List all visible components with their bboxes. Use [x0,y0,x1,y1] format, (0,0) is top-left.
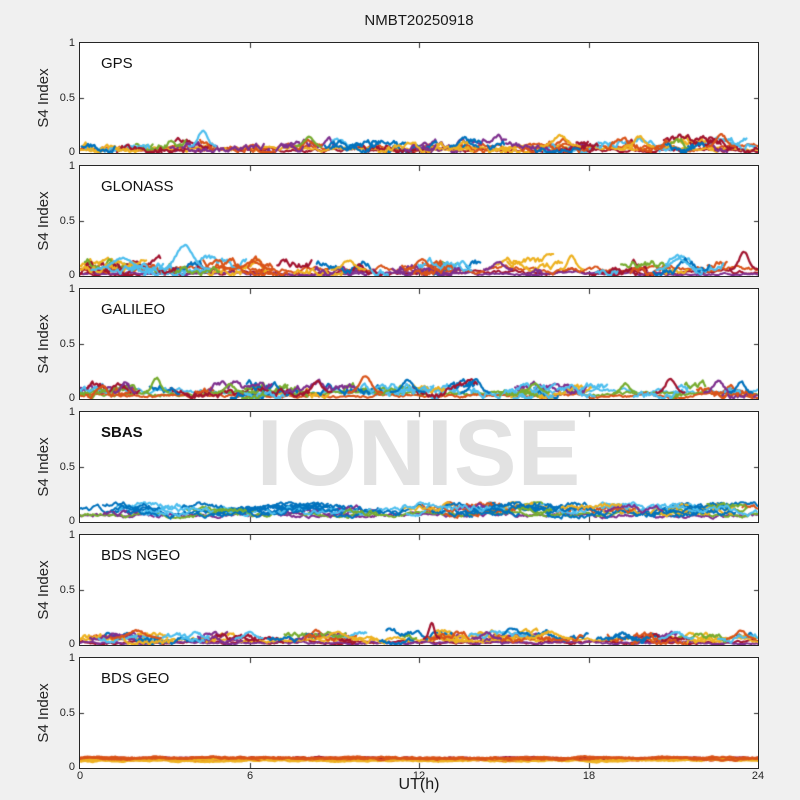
panel-label-galileo: GALILEO [101,301,166,318]
x-tick-label: 12 [412,770,426,782]
panel-sbas: IONISE S4 Index 1 0.5 0 SBAS [35,405,759,527]
panel-glonass: S4 Index 1 0.5 0 GLONASS [35,160,759,281]
gps-plot-canvas [80,43,758,153]
x-tick-label: 0 [76,770,84,782]
y-tick-label: 0.5 [59,92,75,104]
panel-label-gps: GPS [101,55,133,72]
y-tick-label: 0.5 [59,584,75,596]
panel-gps: S4 Index 1 0.5 0 GPS [35,37,759,158]
y-tick-label: 1 [68,529,75,541]
x-tick-label: 24 [751,770,765,782]
panel-label-glonass: GLONASS [101,178,174,195]
galileo-plot-canvas [80,289,758,399]
y-tick-label: 0 [68,638,75,650]
panel-label-bds-geo: BDS GEO [101,670,170,687]
y-tick-label: 0 [68,146,75,158]
y-tick-label: 0 [68,761,75,773]
y-tick-label: 1 [68,160,75,172]
y-tick-label: 1 [68,283,75,295]
glonass-plot-canvas [80,166,758,276]
figure-title: NMBT20250918 [364,12,474,29]
y-tick-label: 1 [68,652,75,664]
panel-bds-geo: S4 Index 1 0.5 0 BDS GEO [35,652,759,773]
panel-label-bds-ngeo: BDS NGEO [101,547,181,564]
panel-bds-ngeo: S4 Index 1 0.5 0 BDS NGEO [35,529,759,650]
y-tick-label: 1 [68,406,75,418]
y-tick-label: 0.5 [59,707,75,719]
panel-galileo: S4 Index 1 0.5 0 GALILEO [35,283,759,404]
bds-ngeo-plot-canvas [80,535,758,645]
y-tick-label: 0.5 [59,461,75,473]
panel-label-sbas: SBAS [101,424,143,441]
x-tick-label: 6 [246,770,254,782]
y-tick-label: 0 [68,515,75,527]
x-axis-label: UT(h) [398,776,440,793]
y-tick-label: 0.5 [59,215,75,227]
y-tick-label: 0 [68,392,75,404]
y-tick-label: 0 [68,269,75,281]
y-tick-label: 1 [68,37,75,49]
sbas-plot-canvas [80,412,758,522]
y-tick-label: 0.5 [59,338,75,350]
x-tick-label: 18 [582,770,596,782]
bds-geo-plot-canvas [80,658,758,768]
